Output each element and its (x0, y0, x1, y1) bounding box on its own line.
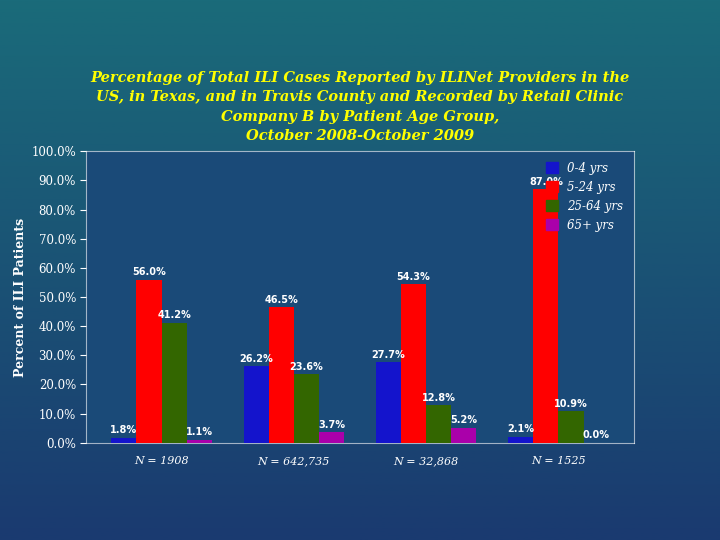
Bar (401, 285, 426, 443)
Text: 46.5%: 46.5% (264, 295, 298, 305)
Bar (186, 440, 212, 443)
Text: 10.9%: 10.9% (554, 399, 588, 409)
Text: 41.2%: 41.2% (157, 310, 191, 320)
Title: Percentage of Total ILI Cases Reported by ILINet Providers in the
US, in Texas, : Percentage of Total ILI Cases Reported b… (91, 71, 629, 143)
Bar (534, 189, 559, 443)
Bar (294, 374, 319, 443)
Text: 56.0%: 56.0% (132, 267, 166, 277)
Text: 27.7%: 27.7% (372, 350, 405, 360)
Bar (136, 280, 161, 443)
Legend: 0-4 yrs, 5-24 yrs, 25-64 yrs, 65+ yrs: 0-4 yrs, 5-24 yrs, 25-64 yrs, 65+ yrs (541, 157, 628, 237)
Bar (319, 432, 344, 443)
Text: 23.6%: 23.6% (289, 362, 323, 372)
Text: 1.1%: 1.1% (186, 427, 212, 437)
Text: 2.1%: 2.1% (508, 424, 534, 434)
Text: 54.3%: 54.3% (397, 272, 431, 282)
Text: 0.0%: 0.0% (582, 430, 610, 441)
Bar (161, 323, 186, 443)
Text: 12.8%: 12.8% (422, 393, 456, 403)
Text: N = 32,868: N = 32,868 (394, 456, 459, 466)
Text: N = 642,735: N = 642,735 (258, 456, 330, 466)
Text: 26.2%: 26.2% (239, 354, 273, 364)
Text: 3.7%: 3.7% (318, 420, 345, 430)
Bar (243, 367, 269, 443)
Text: N = 1525: N = 1525 (531, 456, 586, 466)
Y-axis label: Percent of ILI Patients: Percent of ILI Patients (14, 218, 27, 376)
Bar (451, 428, 477, 443)
Bar (376, 362, 401, 443)
Bar (559, 411, 584, 443)
Bar (269, 307, 294, 443)
Text: 5.2%: 5.2% (450, 415, 477, 426)
Bar (426, 406, 451, 443)
Text: N = 1908: N = 1908 (134, 456, 189, 466)
Bar (508, 437, 534, 443)
Text: 1.8%: 1.8% (110, 425, 138, 435)
Bar (112, 437, 136, 443)
Text: 87.0%: 87.0% (529, 177, 563, 187)
